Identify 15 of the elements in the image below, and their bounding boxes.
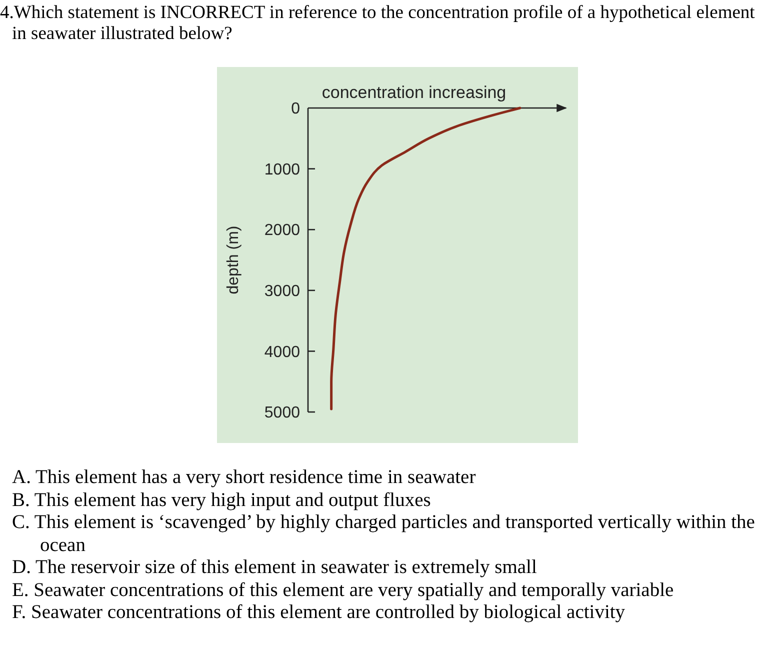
text: F. Seawater concentrations of this element are controlled by biological activity xyxy=(12,602,626,624)
text: A. This element has a very short residence time in seawater xyxy=(12,467,477,490)
y-tick-label: 1000 xyxy=(264,161,300,178)
x-axis-title: concentration increasing xyxy=(322,83,506,102)
y-tick-label: 4000 xyxy=(264,344,300,361)
y-tick-label: 5000 xyxy=(264,404,300,422)
y-tick-label: 0 xyxy=(291,100,300,118)
text: D. The reservoir size of this element in seawater is extremely small xyxy=(12,557,538,580)
y-tick-label: 3000 xyxy=(264,283,300,300)
y-axis-title: depth (m) xyxy=(225,226,242,294)
text: E. Seawater concentrations of this element are very spatially and temporally variable xyxy=(12,580,675,602)
text: B. This element has very high input and output fluxes xyxy=(12,490,432,512)
chart-title: 4.Which statement is INCORRECT in reference to the concentration profile of a hypothetical element in seawater illustrated below? xyxy=(0,3,756,45)
text: C. This element is ‘scavenged’ by highly charged particles and transported vertically within the ocean xyxy=(12,512,756,557)
y-tick-label: 2000 xyxy=(264,222,300,240)
